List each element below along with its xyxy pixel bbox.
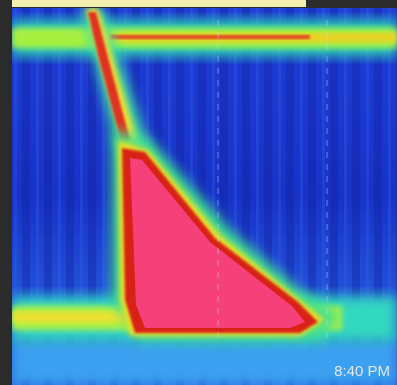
heatmap bbox=[12, 8, 397, 385]
top-strip bbox=[12, 0, 306, 7]
timestamp: 8:40 PM bbox=[334, 363, 390, 380]
